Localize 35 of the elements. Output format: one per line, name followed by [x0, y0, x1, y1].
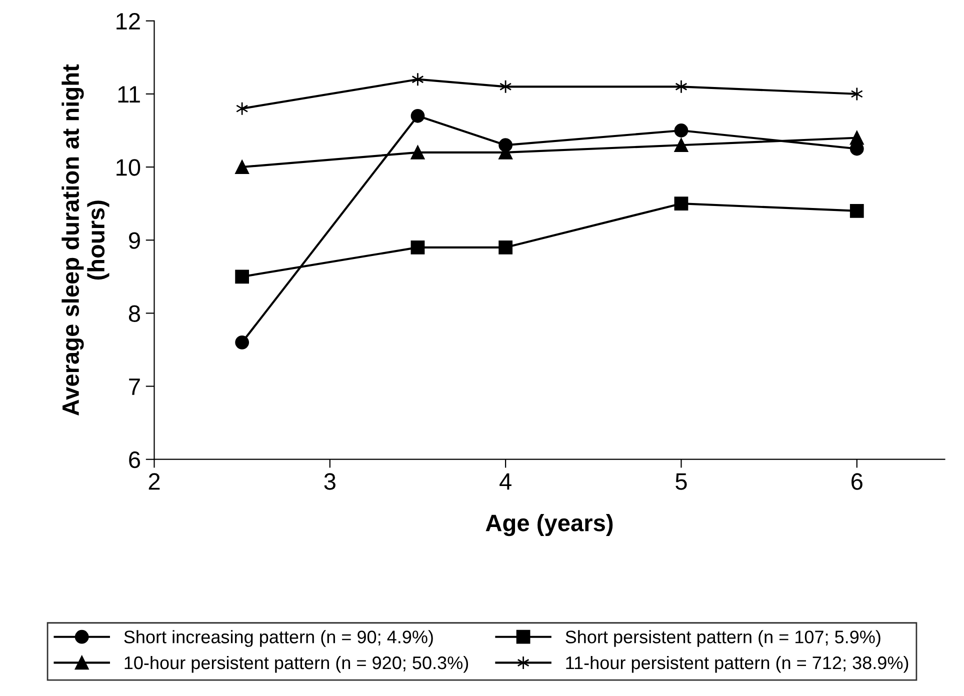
x-tick-label: 6 — [852, 473, 862, 490]
point — [850, 130, 864, 145]
y-tick-label: 9 — [129, 232, 140, 249]
legend-label: Short persistent pattern (n = 107; 5.9%) — [566, 630, 880, 647]
point — [412, 72, 424, 86]
x-tick-label: 3 — [324, 473, 336, 490]
x-tick-label: 4 — [500, 473, 512, 490]
point — [498, 240, 513, 254]
point — [235, 335, 250, 350]
point — [850, 204, 864, 218]
point — [235, 160, 250, 174]
point — [235, 270, 250, 284]
y-tick-label: 12 — [116, 12, 140, 30]
point — [675, 80, 688, 94]
y-tick-label: 6 — [129, 451, 140, 468]
point — [674, 138, 688, 152]
y-axis-title: Average sleep duration at night (hours) — [62, 64, 110, 416]
point — [410, 108, 425, 123]
y-tick-label: 7 — [129, 378, 140, 395]
x-tick-label: 2 — [148, 473, 160, 490]
legend-label: 11-hour persistent pattern (n = 712; 38.9%) — [566, 656, 908, 673]
legend-label: Short increasing pattern (n = 90; 4.9%) — [124, 630, 433, 647]
y-tick-label: 11 — [118, 86, 140, 103]
point — [850, 87, 863, 101]
point — [499, 80, 512, 94]
point — [410, 145, 425, 160]
y-tick-label: 10 — [116, 159, 140, 176]
x-axis-title: Age (years) — [486, 514, 613, 536]
point — [236, 102, 248, 116]
x-tick-label: 5 — [676, 473, 687, 490]
y-tick-label: 8 — [128, 305, 140, 322]
point — [674, 124, 688, 138]
legend-label: 10-hour persistent pattern (n = 920; 50.3%) — [124, 656, 468, 673]
point — [410, 240, 425, 254]
point — [674, 196, 688, 211]
